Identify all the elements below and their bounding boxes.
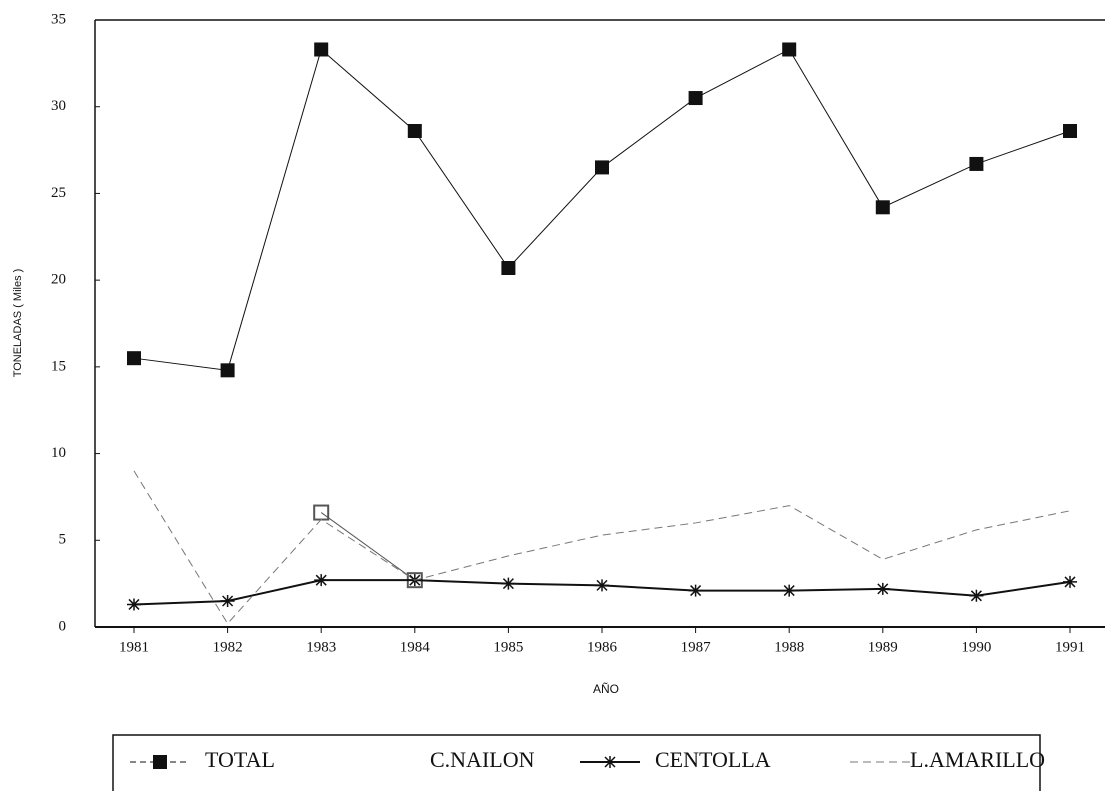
point <box>1063 576 1077 588</box>
x-tick-label: 1986 <box>587 639 618 655</box>
point <box>595 579 609 591</box>
point <box>782 585 796 597</box>
point <box>314 506 328 520</box>
point <box>689 91 703 105</box>
point <box>408 124 422 138</box>
legend-label: TOTAL <box>205 747 275 772</box>
point <box>221 363 235 377</box>
point <box>782 42 796 56</box>
point <box>969 157 983 171</box>
series-line <box>321 513 415 581</box>
x-tick-label: 1982 <box>213 639 243 655</box>
y-tick-label: 10 <box>51 445 66 461</box>
y-tick-label: 20 <box>51 272 66 288</box>
point <box>689 585 703 597</box>
x-tick-label: 1985 <box>493 639 523 655</box>
y-tick-label: 5 <box>59 532 67 548</box>
point <box>314 42 328 56</box>
y-tick-label: 15 <box>51 358 66 374</box>
x-tick-label: 1984 <box>400 639 431 655</box>
point <box>876 583 890 595</box>
point <box>969 590 983 602</box>
point <box>221 595 235 607</box>
point <box>603 756 617 768</box>
x-tick-label: 1987 <box>681 639 712 655</box>
point <box>595 160 609 174</box>
series-line <box>134 471 1070 624</box>
y-axis-label: TONELADAS ( Miles ) <box>12 269 24 378</box>
point <box>153 755 167 769</box>
x-tick-label: 1981 <box>119 639 149 655</box>
point <box>876 200 890 214</box>
point <box>127 351 141 365</box>
x-axis-label: AÑO <box>593 682 619 696</box>
y-tick-label: 35 <box>51 11 66 27</box>
legend-label: L.AMARILLO <box>910 747 1045 772</box>
point <box>501 578 515 590</box>
point <box>314 574 328 586</box>
x-tick-label: 1989 <box>868 639 898 655</box>
y-tick-label: 30 <box>51 98 66 114</box>
legend-label: C.NAILON <box>430 747 535 772</box>
x-tick-label: 1990 <box>961 639 991 655</box>
y-tick-label: 25 <box>51 185 66 201</box>
series-line <box>134 49 1070 370</box>
x-tick-label: 1983 <box>306 639 336 655</box>
point <box>1063 124 1077 138</box>
x-tick-label: 1988 <box>774 639 804 655</box>
legend-label: CENTOLLA <box>655 747 771 772</box>
point <box>127 598 141 610</box>
chart: TONELADAS ( Miles ) AÑO 0 5 10 15 20 25 30 35 19… <box>0 0 1107 791</box>
x-tick-label: 1991 <box>1055 639 1085 655</box>
point <box>501 261 515 275</box>
y-tick-label: 0 <box>59 618 67 634</box>
